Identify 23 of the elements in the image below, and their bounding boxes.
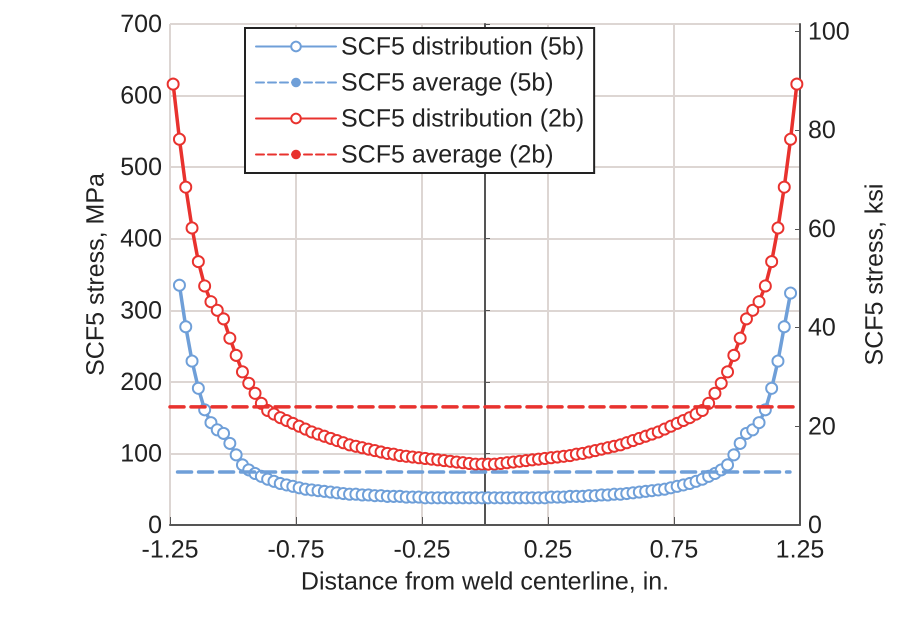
y-tick-label: 700 bbox=[120, 10, 162, 38]
y-tick-label: 500 bbox=[120, 153, 162, 182]
x-tick-label: -0.25 bbox=[394, 536, 450, 564]
legend-label: SCF5 distribution (5b) bbox=[341, 32, 584, 60]
x-tick-label: 0.75 bbox=[650, 536, 698, 564]
y2-axis-title: SCF5 stress, ksi bbox=[860, 184, 888, 366]
y2-tick-label: 100 bbox=[808, 17, 850, 46]
legend-label: SCF5 average (2b) bbox=[341, 140, 554, 168]
y-tick-label: 100 bbox=[120, 439, 162, 468]
y2-tick-label: 60 bbox=[808, 214, 836, 243]
y2-tick-label: 40 bbox=[808, 314, 836, 342]
y-tick-label: 600 bbox=[120, 82, 162, 110]
x-axis-title: Distance from weld centerline, in. bbox=[300, 568, 670, 596]
legend-label: SCF5 average (5b) bbox=[341, 68, 554, 96]
y2-tick-label: 80 bbox=[808, 116, 836, 144]
y-tick-label: 400 bbox=[120, 224, 162, 253]
x-tick-label: -0.75 bbox=[268, 536, 324, 564]
y2-tick-label: 20 bbox=[808, 412, 836, 440]
y-tick-label: 300 bbox=[120, 296, 162, 324]
x-tick-label: 0.25 bbox=[524, 536, 572, 564]
y-tick-label: 200 bbox=[120, 368, 162, 396]
y-axis-title: SCF5 stress, MPa bbox=[82, 173, 110, 376]
legend-label: SCF5 distribution (2b) bbox=[341, 104, 584, 132]
